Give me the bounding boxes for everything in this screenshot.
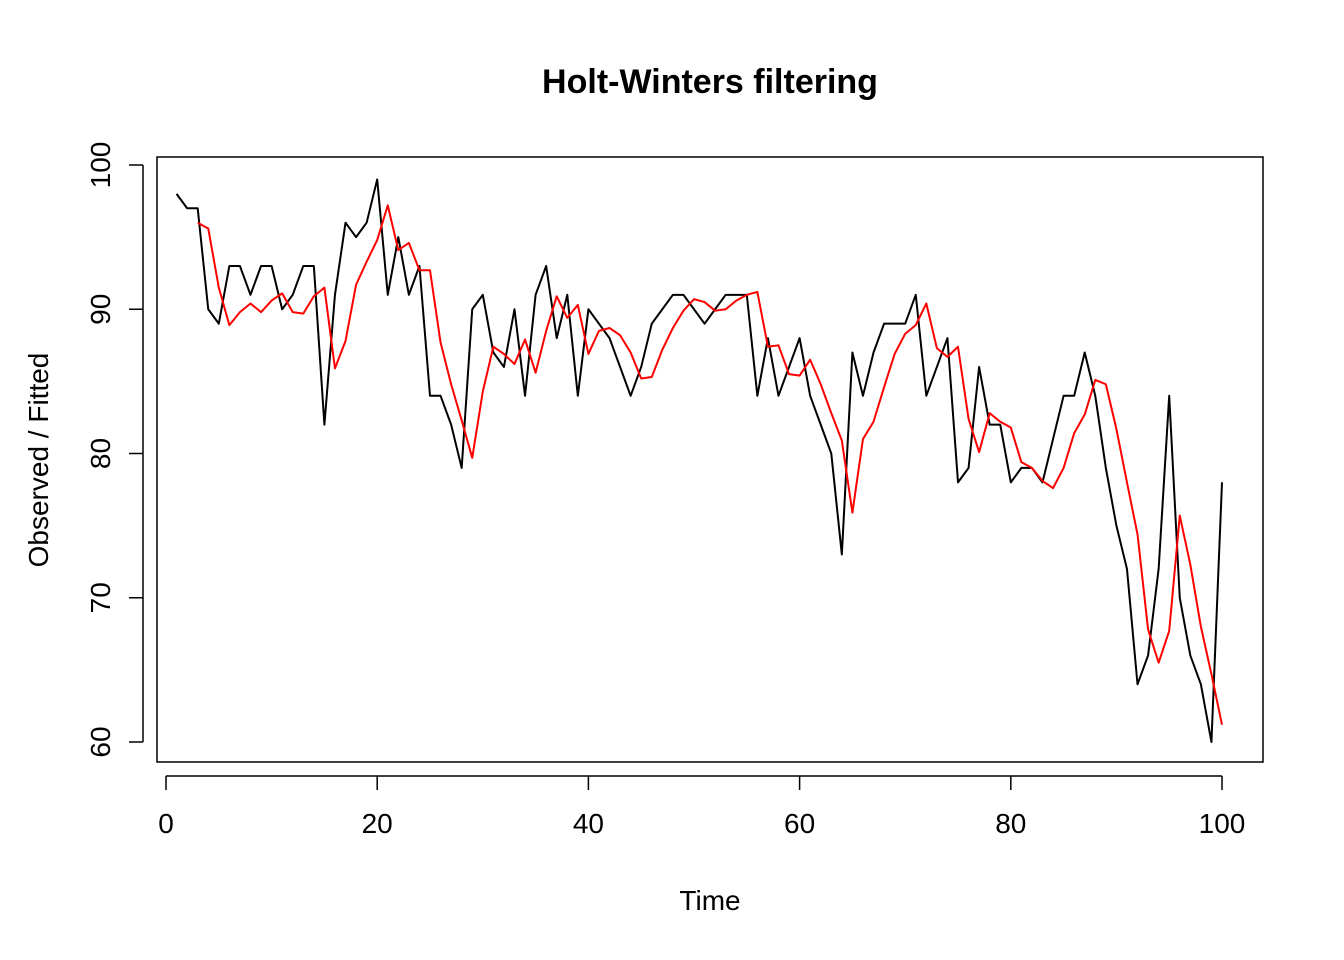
x-axis: 0 20 40 60 80 100 xyxy=(158,775,1246,839)
y-axis-label: Observed / Fitted xyxy=(23,353,54,568)
x-tick-label: 80 xyxy=(995,808,1026,839)
y-tick-label: 80 xyxy=(85,438,116,469)
y-tick-label: 100 xyxy=(85,142,116,189)
plot-area-frame xyxy=(156,156,1264,763)
x-tick-label: 0 xyxy=(158,808,174,839)
observed-series-line xyxy=(175,178,1223,743)
fitted-series-line xyxy=(197,204,1223,725)
series-layer xyxy=(175,178,1223,743)
y-axis: 60 70 80 90 100 xyxy=(85,142,144,758)
chart-title: Holt-Winters filtering xyxy=(542,63,878,101)
x-tick-label: 60 xyxy=(784,808,815,839)
x-tick-label: 20 xyxy=(362,808,393,839)
y-tick-label: 60 xyxy=(85,726,116,757)
x-tick-label: 100 xyxy=(1199,808,1246,839)
y-tick-label: 70 xyxy=(85,582,116,613)
x-axis-label: Time xyxy=(679,885,740,916)
y-tick-label: 90 xyxy=(85,294,116,325)
x-tick-label: 40 xyxy=(573,808,604,839)
